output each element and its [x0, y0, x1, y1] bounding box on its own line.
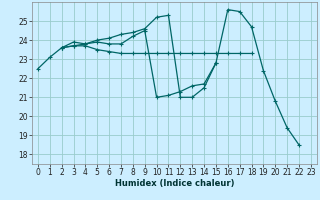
X-axis label: Humidex (Indice chaleur): Humidex (Indice chaleur): [115, 179, 234, 188]
